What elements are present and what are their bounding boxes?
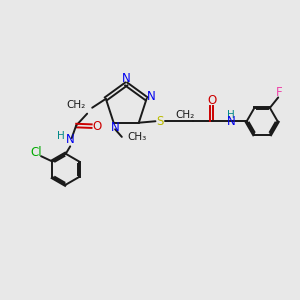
Text: N: N [227, 115, 236, 128]
Text: N: N [111, 121, 119, 134]
Text: F: F [276, 86, 283, 100]
Text: S: S [157, 115, 164, 128]
Text: N: N [66, 133, 75, 146]
Text: CH₂: CH₂ [176, 110, 195, 120]
Text: O: O [207, 94, 217, 107]
Text: N: N [147, 90, 156, 103]
Text: O: O [92, 120, 102, 133]
Text: N: N [122, 73, 131, 85]
Text: Cl: Cl [30, 146, 42, 159]
Text: H: H [227, 110, 235, 120]
Text: H: H [57, 131, 65, 141]
Text: CH₃: CH₃ [127, 132, 146, 142]
Text: CH₂: CH₂ [66, 100, 86, 110]
